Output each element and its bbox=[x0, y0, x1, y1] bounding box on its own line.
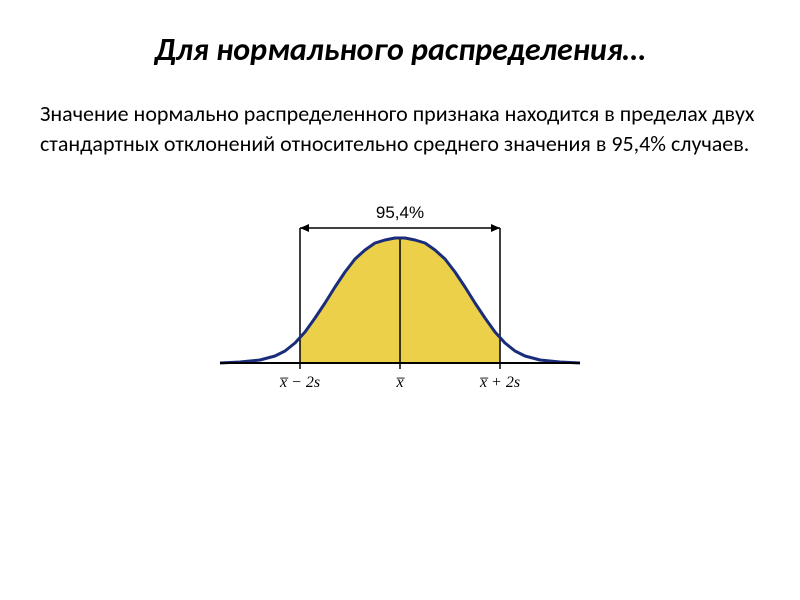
percent-label: 95,4% bbox=[376, 203, 424, 222]
axis-tick-label: x̅ bbox=[395, 374, 404, 391]
axis-tick-label: x̅ + 2s bbox=[479, 374, 520, 391]
chart-svg: x̅ − 2s x̅ x̅ + 2s 95,4% bbox=[200, 183, 600, 413]
body-paragraph: Значение нормально распределенного призн… bbox=[40, 99, 760, 158]
axis-tick-label: x̅ − 2s bbox=[279, 374, 320, 391]
page-title: Для нормального распределения… bbox=[40, 30, 760, 69]
chart-container: x̅ − 2s x̅ x̅ + 2s 95,4% bbox=[40, 183, 760, 418]
normal-distribution-chart: x̅ − 2s x̅ x̅ + 2s 95,4% bbox=[200, 183, 600, 418]
